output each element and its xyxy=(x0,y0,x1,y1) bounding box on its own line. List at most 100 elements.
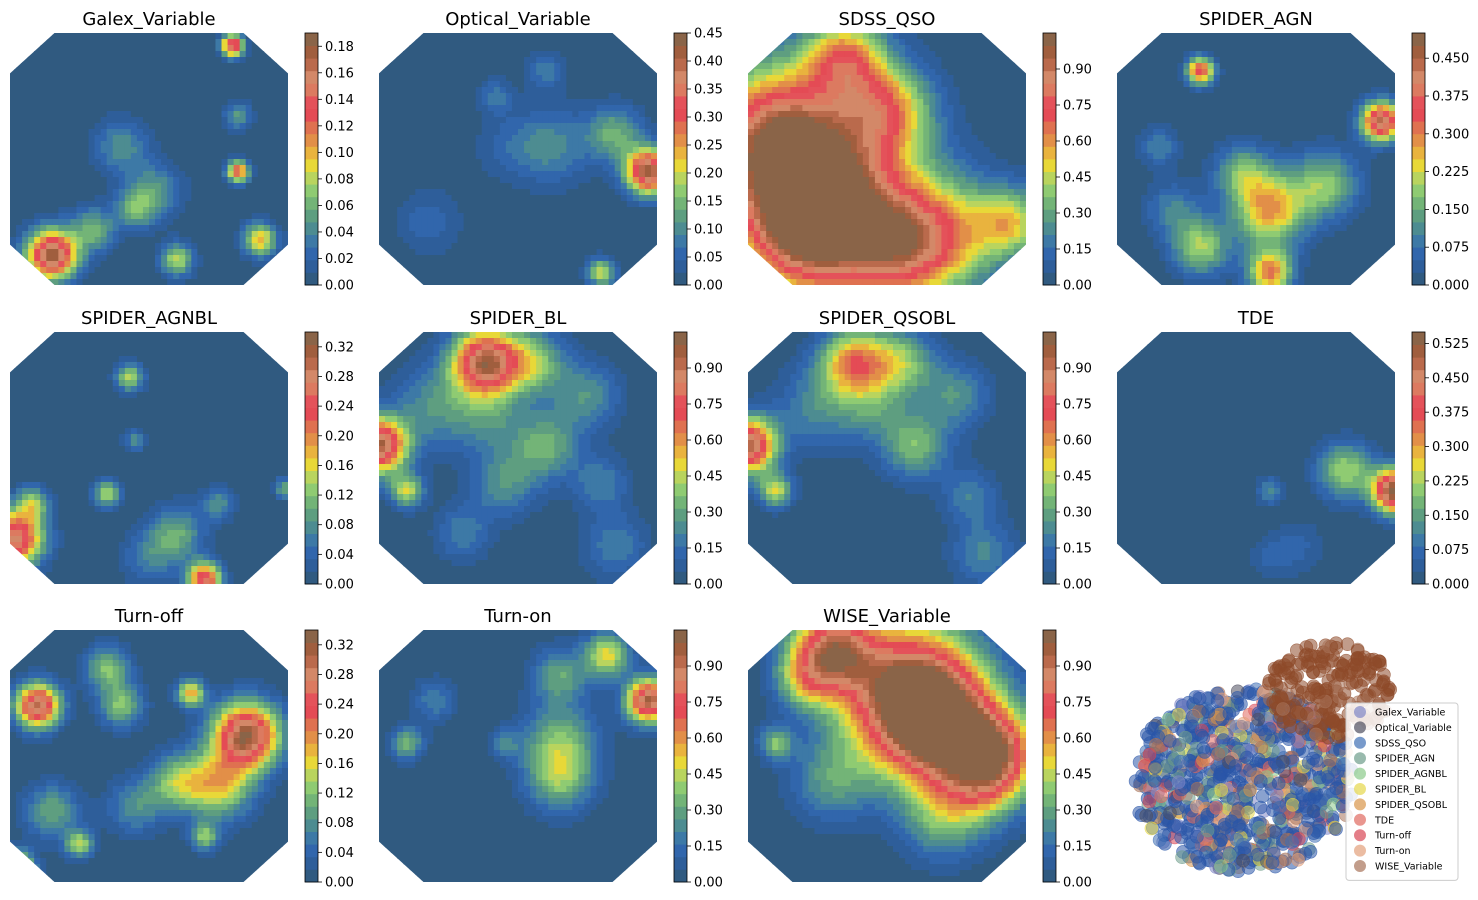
heatmap-cell xyxy=(542,141,549,148)
heatmap-cell xyxy=(457,195,465,202)
heatmap-cell xyxy=(826,69,834,76)
heatmap-cell xyxy=(82,195,90,202)
heatmap-cell xyxy=(245,225,253,232)
heatmap-cell xyxy=(748,39,755,46)
heatmap-cell xyxy=(70,105,78,112)
heatmap-cell xyxy=(530,63,537,70)
heatmap-cell xyxy=(475,75,483,82)
heatmap-cell xyxy=(34,153,41,160)
heatmap-cell xyxy=(100,63,108,70)
heatmap-cell xyxy=(52,177,59,184)
heatmap-cell xyxy=(161,261,168,268)
heatmap-cell xyxy=(584,123,592,130)
heatmap-cell xyxy=(149,195,156,202)
heatmap-cell xyxy=(463,93,471,100)
heatmap-cell xyxy=(251,231,259,238)
heatmap-cell xyxy=(130,171,138,178)
heatmap-cell xyxy=(578,81,586,88)
heatmap-cell xyxy=(899,111,906,118)
heatmap-cell xyxy=(838,45,846,52)
heatmap-cell xyxy=(251,207,259,214)
heatmap-cell xyxy=(608,153,616,160)
heatmap-cell xyxy=(596,243,604,250)
heatmap-cell xyxy=(844,33,852,40)
heatmap-cell xyxy=(560,237,567,244)
heatmap-cell xyxy=(983,117,991,124)
heatmap-cell xyxy=(995,75,1003,82)
heatmap-cell xyxy=(536,213,543,220)
heatmap-cell xyxy=(536,225,543,232)
heatmap-cell xyxy=(989,153,997,160)
heatmap-cell xyxy=(106,159,114,166)
heatmap-cell xyxy=(632,87,640,94)
heatmap-cell xyxy=(796,141,803,148)
heatmap-cell xyxy=(439,177,447,184)
heatmap-cell xyxy=(136,39,144,46)
heatmap-cell xyxy=(52,243,59,250)
heatmap-cell xyxy=(233,261,241,268)
heatmap-cell xyxy=(179,75,186,82)
heatmap-cell xyxy=(124,219,132,226)
heatmap-cell xyxy=(70,135,78,142)
heatmap-cell xyxy=(844,135,852,142)
heatmap-cell xyxy=(608,99,616,106)
heatmap-cell xyxy=(46,147,53,154)
heatmap-cell xyxy=(64,117,72,124)
heatmap-cell xyxy=(487,195,495,202)
heatmap-cell xyxy=(445,159,453,166)
heatmap-cell xyxy=(638,237,646,244)
colorbar-step xyxy=(305,234,318,248)
heatmap-cell xyxy=(1007,63,1015,70)
heatmap-cell xyxy=(161,243,168,250)
heatmap-cell xyxy=(227,261,235,268)
heatmap-cell xyxy=(760,165,767,172)
heatmap-cell xyxy=(874,135,882,142)
heatmap-cell xyxy=(421,219,428,226)
heatmap-cell xyxy=(397,183,404,190)
heatmap-cell xyxy=(548,123,555,130)
heatmap-cell xyxy=(505,171,513,178)
heatmap-cell xyxy=(596,33,604,40)
heatmap-cell xyxy=(397,189,404,196)
heatmap-cell xyxy=(505,183,513,190)
heatmap-cell xyxy=(893,57,900,64)
heatmap-cell xyxy=(257,93,265,100)
heatmap-cell xyxy=(784,99,791,106)
heatmap-cell xyxy=(796,33,803,40)
heatmap-cell xyxy=(475,135,483,142)
heatmap-cell xyxy=(397,177,404,184)
heatmap-cell xyxy=(106,81,114,88)
heatmap-cell xyxy=(814,87,822,94)
heatmap-cell xyxy=(209,177,217,184)
heatmap-cell xyxy=(233,183,241,190)
heatmap-cell xyxy=(269,33,277,40)
heatmap-cell xyxy=(487,231,495,238)
heatmap-cell xyxy=(518,159,525,166)
heatmap-cell xyxy=(620,261,628,268)
heatmap-cell xyxy=(548,189,555,196)
heatmap-cell xyxy=(911,117,918,124)
heatmap-cell xyxy=(227,93,235,100)
heatmap-cell xyxy=(614,231,622,238)
heatmap-cell xyxy=(536,177,543,184)
heatmap-cell xyxy=(209,87,217,94)
heatmap-cell xyxy=(409,183,416,190)
heatmap-cell xyxy=(542,105,549,112)
heatmap-cell xyxy=(76,171,84,178)
heatmap-cell xyxy=(94,81,102,88)
heatmap-cell xyxy=(70,93,78,100)
heatmap-cell xyxy=(10,57,17,64)
heatmap-cell xyxy=(929,147,936,154)
heatmap-cell xyxy=(463,117,471,124)
heatmap-cell xyxy=(149,147,156,154)
heatmap-cell xyxy=(142,159,150,166)
heatmap-cell xyxy=(983,33,991,40)
heatmap-cell xyxy=(650,105,657,112)
heatmap-cell xyxy=(215,261,223,268)
heatmap-cell xyxy=(94,261,102,268)
heatmap-cell xyxy=(179,81,186,88)
heatmap-cell xyxy=(917,135,924,142)
heatmap-cell xyxy=(239,165,247,172)
heatmap-cell xyxy=(34,225,41,232)
heatmap-cell xyxy=(263,87,271,94)
